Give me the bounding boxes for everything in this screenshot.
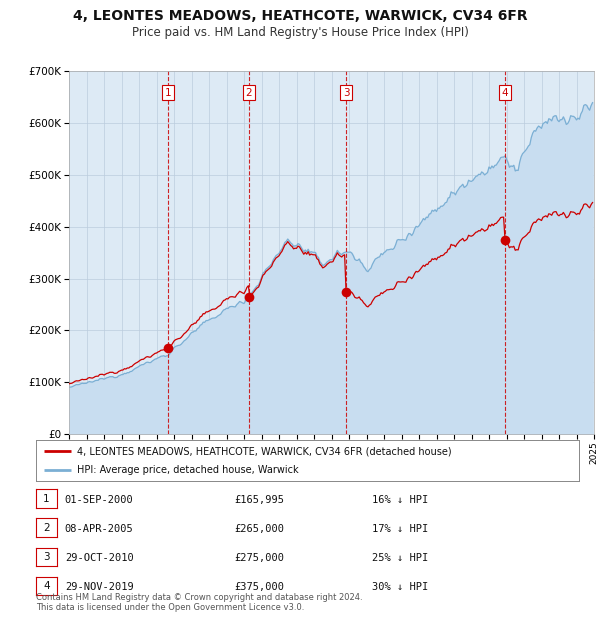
Text: 4, LEONTES MEADOWS, HEATHCOTE, WARWICK, CV34 6FR: 4, LEONTES MEADOWS, HEATHCOTE, WARWICK, … bbox=[73, 9, 527, 24]
Text: 1: 1 bbox=[43, 494, 50, 503]
Text: 1: 1 bbox=[165, 87, 172, 97]
Text: 2: 2 bbox=[245, 87, 252, 97]
Text: 17% ↓ HPI: 17% ↓ HPI bbox=[372, 524, 428, 534]
Text: 2: 2 bbox=[43, 523, 50, 533]
Text: 25% ↓ HPI: 25% ↓ HPI bbox=[372, 553, 428, 563]
Text: Price paid vs. HM Land Registry's House Price Index (HPI): Price paid vs. HM Land Registry's House … bbox=[131, 26, 469, 39]
Text: 29-OCT-2010: 29-OCT-2010 bbox=[65, 553, 134, 563]
Text: 4, LEONTES MEADOWS, HEATHCOTE, WARWICK, CV34 6FR (detached house): 4, LEONTES MEADOWS, HEATHCOTE, WARWICK, … bbox=[77, 446, 451, 456]
Text: 4: 4 bbox=[502, 87, 508, 97]
Text: 3: 3 bbox=[43, 552, 50, 562]
Text: £375,000: £375,000 bbox=[234, 582, 284, 592]
Text: 01-SEP-2000: 01-SEP-2000 bbox=[65, 495, 134, 505]
Text: Contains HM Land Registry data © Crown copyright and database right 2024.
This d: Contains HM Land Registry data © Crown c… bbox=[36, 593, 362, 612]
Text: 30% ↓ HPI: 30% ↓ HPI bbox=[372, 582, 428, 592]
Text: £265,000: £265,000 bbox=[234, 524, 284, 534]
Text: 3: 3 bbox=[343, 87, 349, 97]
Text: 08-APR-2005: 08-APR-2005 bbox=[65, 524, 134, 534]
Text: £165,995: £165,995 bbox=[234, 495, 284, 505]
Text: 4: 4 bbox=[43, 581, 50, 591]
Text: HPI: Average price, detached house, Warwick: HPI: Average price, detached house, Warw… bbox=[77, 466, 298, 476]
Text: 16% ↓ HPI: 16% ↓ HPI bbox=[372, 495, 428, 505]
Text: 29-NOV-2019: 29-NOV-2019 bbox=[65, 582, 134, 592]
Text: £275,000: £275,000 bbox=[234, 553, 284, 563]
